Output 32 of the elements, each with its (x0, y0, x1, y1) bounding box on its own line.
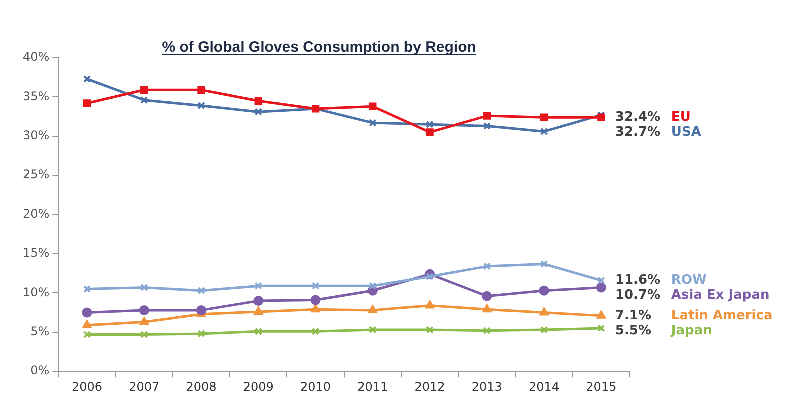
x-tick-label: 2006 (72, 380, 103, 394)
data-label: 10.7% (615, 288, 661, 304)
text: Japan (670, 323, 712, 338)
text: Asia Ex Japan (671, 288, 770, 304)
x-tick-label: 2011 (358, 380, 388, 394)
chart-title: % of Global Gloves Consumption by Region (162, 39, 476, 56)
data-label: 5.5% (615, 323, 652, 338)
text: USA (671, 124, 702, 140)
x-tick-label: 2015 (586, 380, 617, 394)
x-tick-label: 2014 (529, 380, 560, 394)
x-tick-label: 2007 (129, 380, 160, 394)
y-tick-label: 15% (23, 246, 50, 260)
data-label: 32.7% (615, 124, 661, 140)
x-tick-label: 2010 (300, 380, 332, 394)
data-label: 11.6% (615, 273, 661, 288)
y-tick-label: 35% (23, 89, 50, 104)
y-tick-label: 0% (30, 364, 50, 378)
data-label: 32.4% (615, 110, 661, 125)
y-tick-label: 40% (23, 50, 50, 64)
text: EU (671, 110, 691, 125)
x-tick-label: 2008 (186, 380, 217, 394)
y-tick-label: 20% (23, 206, 50, 221)
y-tick-label: 25% (23, 168, 50, 182)
y-tick-label: 30% (23, 128, 50, 143)
y-tick-label: 10% (23, 285, 50, 300)
x-tick-label: 2013 (472, 380, 502, 394)
text: ROW (671, 273, 707, 288)
x-tick-label: 2009 (243, 380, 274, 394)
text: Latin America (671, 308, 773, 324)
y-tick-label: 5% (30, 324, 50, 339)
x-tick-label: 2012 (414, 380, 446, 394)
data-label: 7.1% (615, 308, 652, 324)
